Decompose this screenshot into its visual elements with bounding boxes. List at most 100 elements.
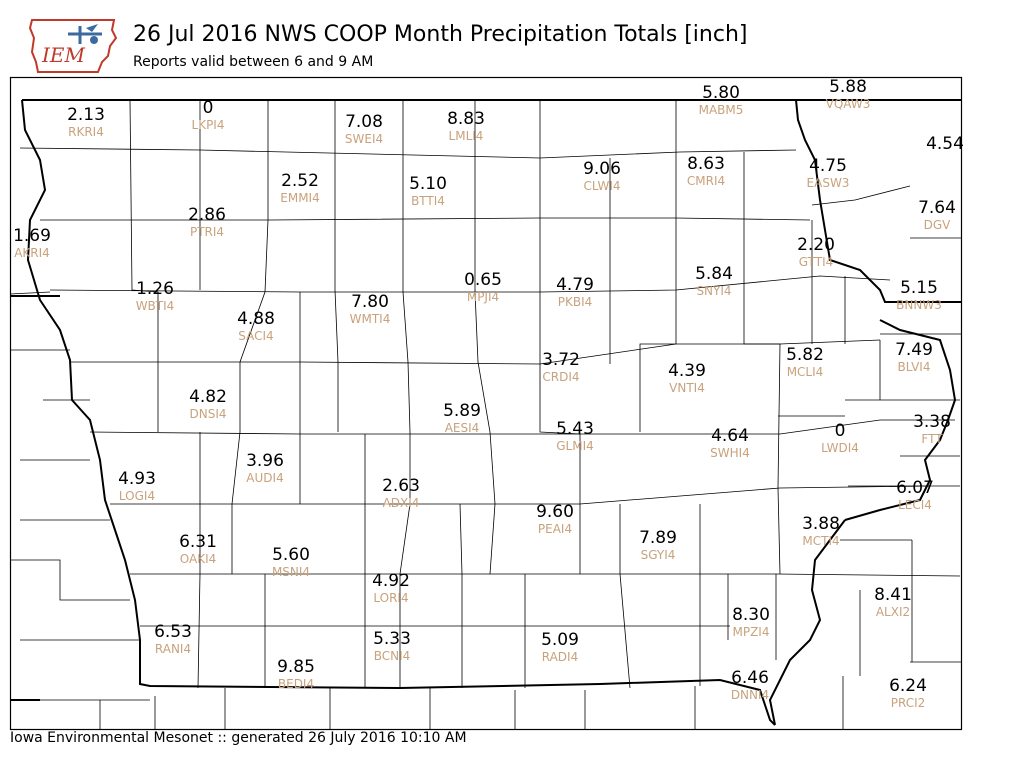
station-id: AKRI4 (14, 246, 50, 260)
station-id: MCTI4 (802, 534, 839, 548)
station-id: VQAW3 (826, 97, 871, 111)
station-id: LORI4 (373, 591, 408, 605)
station-value: 9.06 (583, 159, 621, 179)
station-value: 3.96 (246, 451, 284, 471)
station-value: 1.69 (13, 226, 51, 246)
station-id: BCNI4 (374, 649, 411, 663)
station-id: PRCI2 (891, 696, 926, 710)
station-id: OAKI4 (180, 552, 217, 566)
station-value: 5.60 (272, 545, 310, 565)
station-id: BTTI4 (411, 194, 445, 208)
station-id: GTTI4 (799, 255, 834, 269)
station-value: 7.80 (351, 292, 389, 312)
station-id: RANI4 (155, 642, 191, 656)
station-id: MABM5 (699, 103, 744, 117)
station-id: VNTI4 (669, 381, 705, 395)
station-value: 6.24 (889, 676, 927, 696)
station-value: 8.41 (874, 585, 912, 605)
station-id: DGV (924, 218, 952, 232)
station-value: 6.53 (154, 622, 192, 642)
station-value: 4.93 (118, 469, 156, 489)
station-value: 5.33 (373, 629, 411, 649)
station-value: 2.13 (67, 105, 105, 125)
station-value: 5.43 (556, 419, 594, 439)
station-id: FTT (921, 432, 943, 446)
station-value: 9.60 (536, 502, 574, 522)
station-value: 7.89 (639, 528, 677, 548)
station-id: DNSI4 (189, 407, 226, 421)
station-value: 4.79 (556, 275, 594, 295)
station-value: 3.72 (542, 350, 580, 370)
county-lines (9, 99, 962, 729)
station-id: PEAI4 (538, 522, 572, 536)
station-value: 5.10 (409, 174, 447, 194)
station-value: 2.63 (382, 476, 420, 496)
station-id: MPJI4 (467, 290, 499, 304)
station-id: WMTI4 (350, 312, 391, 326)
station-id: EMMI4 (280, 191, 319, 205)
station-value: 5.09 (541, 630, 579, 650)
station-id: WBTI4 (136, 299, 175, 313)
station-value: 2.20 (797, 235, 835, 255)
state-boundary (10, 99, 962, 726)
station-id: ALXI2 (876, 605, 910, 619)
station-value: 4.54 (926, 134, 964, 154)
station-value: 5.88 (829, 77, 867, 97)
station-value: 8.30 (732, 605, 770, 625)
station-id: SGYI4 (641, 548, 676, 562)
station-id: SACI4 (238, 329, 273, 343)
station-id: MSNI4 (272, 565, 310, 579)
iem-logo: IEM (28, 16, 120, 76)
station-id: ADXI4 (383, 496, 420, 510)
station-value: 6.46 (731, 668, 769, 688)
station-id: SNYI4 (696, 284, 731, 298)
station-value: 5.82 (786, 345, 824, 365)
station-value: 5.84 (695, 264, 733, 284)
station-id: DNNI4 (731, 688, 769, 702)
station-value: 6.31 (179, 532, 217, 552)
station-value: 3.38 (913, 412, 951, 432)
station-id: LWDI4 (821, 441, 859, 455)
station-id: LMLI4 (449, 129, 484, 143)
station-value: 0.65 (464, 270, 502, 290)
station-value: 4.75 (809, 156, 847, 176)
station-id: RADI4 (542, 650, 578, 664)
station-value: 5.15 (900, 278, 938, 298)
station-id: MPZI4 (733, 625, 770, 639)
station-value: 1.26 (136, 279, 174, 299)
station-id: BLVI4 (898, 360, 931, 374)
station-value: 0 (835, 421, 846, 441)
station-value: 4.88 (237, 309, 275, 329)
station-id: CMRI4 (687, 174, 725, 188)
station-value: 7.64 (918, 198, 956, 218)
station-id: LKPI4 (192, 118, 225, 132)
station-value: 8.83 (447, 109, 485, 129)
station-value: 7.49 (895, 340, 933, 360)
station-id: PTRI4 (190, 225, 224, 239)
station-id: AUDI4 (246, 471, 283, 485)
station-value: 5.80 (702, 83, 740, 103)
station-id: BNNW3 (896, 298, 942, 312)
map-frame (9, 76, 963, 731)
station-id: SWHI4 (710, 446, 750, 460)
map-title: 26 Jul 2016 NWS COOP Month Precipitation… (133, 22, 748, 47)
station-value: 7.08 (345, 112, 383, 132)
station-value: 4.64 (711, 426, 749, 446)
station-id: LECI4 (898, 498, 932, 512)
station-value: 8.63 (687, 154, 725, 174)
footer-text: Iowa Environmental Mesonet :: generated … (10, 730, 467, 746)
iowa-logo-icon: IEM (28, 19, 118, 73)
station-id: GLMI4 (556, 439, 594, 453)
station-value: 2.86 (188, 205, 226, 225)
station-value: 2.52 (281, 171, 319, 191)
station-id: BEDI4 (278, 677, 314, 691)
station-value: 6.07 (896, 478, 934, 498)
station-id: SWEI4 (345, 132, 383, 146)
station-value: 4.92 (372, 571, 410, 591)
station-value: 9.85 (277, 657, 315, 677)
station-id: EASW3 (807, 176, 850, 190)
station-id: CLWI4 (583, 179, 620, 193)
station-id: AESI4 (445, 421, 480, 435)
